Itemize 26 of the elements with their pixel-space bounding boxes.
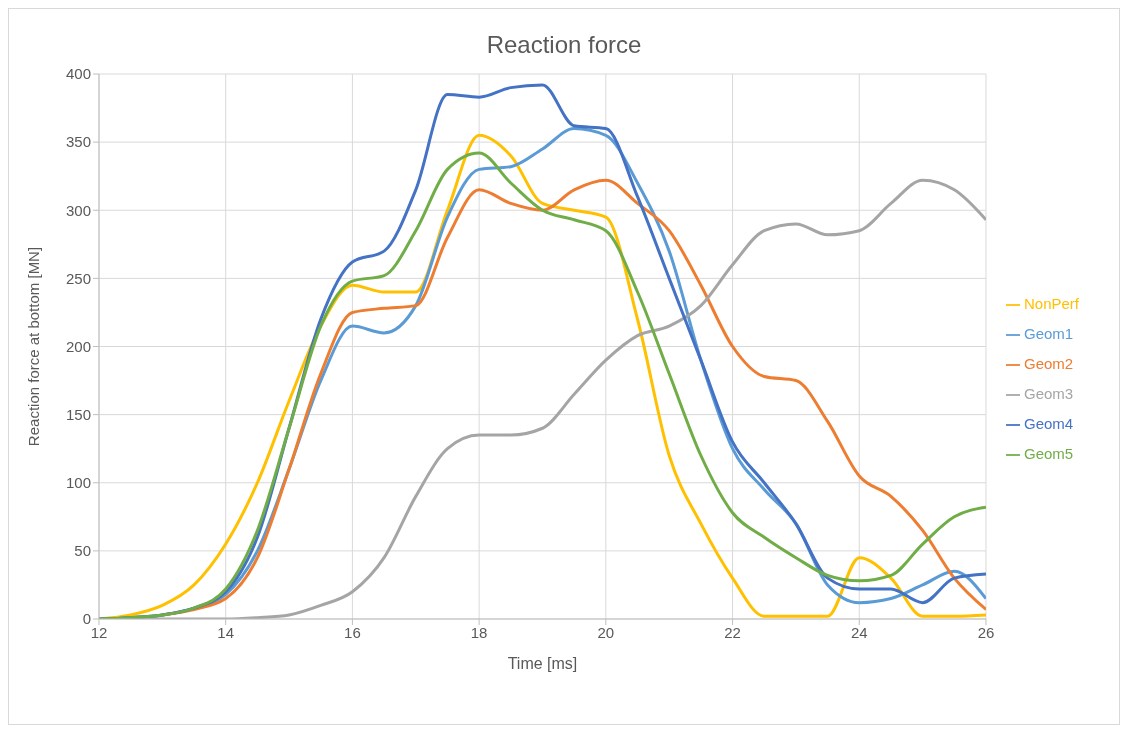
x-tick-label: 14 bbox=[217, 623, 235, 641]
x-tick-label: 24 bbox=[850, 623, 868, 641]
x-axis-title: Time [ms] bbox=[507, 655, 578, 672]
x-tick-label: 16 bbox=[344, 623, 361, 641]
legend-label: Geom3 bbox=[1023, 385, 1074, 402]
y-tick-label: 300 bbox=[65, 201, 91, 219]
x-tick-label: 12 bbox=[90, 623, 108, 641]
x-tick-label: 26 bbox=[977, 623, 995, 641]
legend-label: Geom1 bbox=[1023, 325, 1074, 342]
legend-label: NonPerf bbox=[1023, 295, 1079, 312]
x-tick-label: 18 bbox=[470, 623, 488, 641]
y-tick-label: 100 bbox=[65, 474, 91, 492]
legend-label: Geom4 bbox=[1023, 415, 1074, 432]
y-tick-label: 150 bbox=[65, 405, 91, 423]
y-tick-label: 350 bbox=[65, 133, 91, 151]
y-tick-label: 50 bbox=[74, 542, 91, 560]
legend-label: Geom2 bbox=[1023, 355, 1074, 372]
y-tick-label: 400 bbox=[65, 65, 91, 83]
x-tick-label: 20 bbox=[597, 623, 615, 641]
y-tick-label: 250 bbox=[65, 269, 91, 287]
y-tick-label: 200 bbox=[65, 337, 91, 355]
x-tick-label: 22 bbox=[724, 623, 741, 641]
y-tick-label: 0 bbox=[82, 610, 91, 628]
y-axis-title: Reaction force at bottom [MN] bbox=[25, 246, 43, 447]
chart-title: Reaction force bbox=[485, 30, 643, 59]
legend-label: Geom5 bbox=[1023, 445, 1074, 462]
